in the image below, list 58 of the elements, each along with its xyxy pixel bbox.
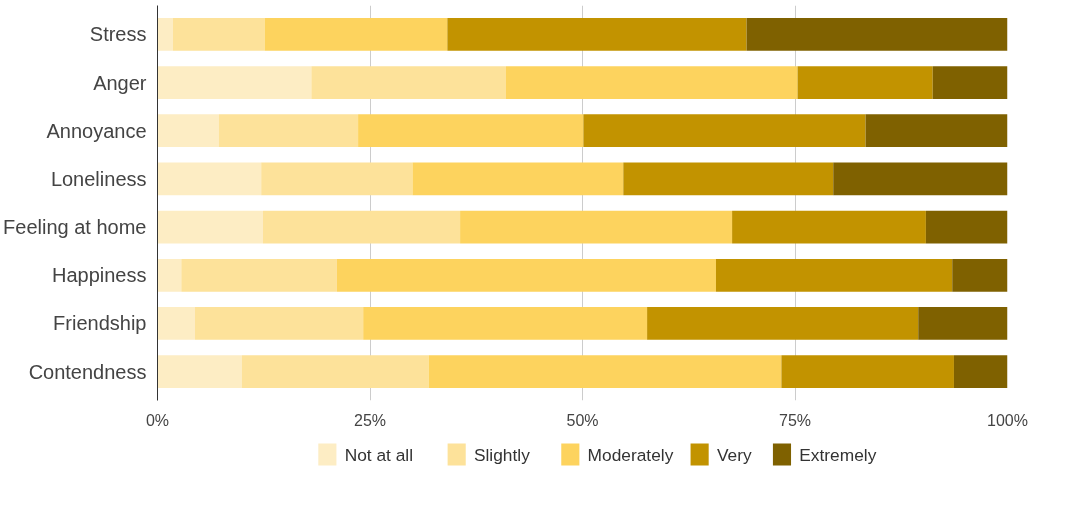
bar — [157, 307, 195, 340]
bar — [336, 258, 716, 292]
bar — [157, 66, 312, 99]
bar — [932, 66, 1008, 99]
bar — [447, 18, 747, 51]
bar — [311, 66, 506, 99]
legend-label: Slightly — [473, 444, 531, 465]
bar — [181, 258, 337, 292]
bar — [412, 162, 624, 196]
y-tick-label: Happiness — [52, 264, 147, 287]
bar — [715, 258, 953, 292]
bar — [157, 114, 219, 148]
bar — [746, 18, 1008, 51]
y-tick-label: Anger — [93, 71, 147, 94]
y-tick-label: Loneliness — [50, 167, 147, 190]
y-tick-label: Contendness — [28, 360, 147, 383]
bar — [157, 355, 242, 388]
y-tick-label: Annoyance — [46, 119, 147, 142]
bar — [506, 66, 798, 99]
bar — [732, 210, 926, 244]
bar — [264, 18, 448, 51]
x-tick-label: 50% — [566, 411, 599, 429]
x-tick-label: 75% — [778, 411, 812, 429]
x-tick-label: 0% — [145, 411, 170, 429]
bar — [918, 307, 1008, 340]
legend-label: Moderately — [587, 444, 674, 465]
bar — [157, 18, 173, 51]
bar — [833, 162, 1008, 196]
bar — [953, 355, 1008, 388]
bar — [262, 210, 461, 244]
bar — [218, 114, 359, 148]
bar — [623, 162, 834, 196]
bar — [647, 307, 919, 340]
y-tick-label: Stress — [89, 23, 147, 46]
legend-label: Extremely — [799, 444, 877, 465]
legend-label: Not at all — [344, 444, 414, 465]
bar — [428, 355, 782, 388]
bar — [460, 210, 733, 244]
bar — [797, 66, 933, 99]
bar — [157, 210, 263, 244]
bar — [157, 258, 182, 292]
bar — [241, 355, 429, 388]
bar — [925, 210, 1008, 244]
y-tick-label: Friendship — [53, 312, 147, 335]
bar — [363, 307, 648, 340]
bar — [952, 258, 1008, 292]
bar — [781, 355, 954, 388]
bar — [865, 114, 1008, 148]
x-tick-label: 25% — [353, 411, 387, 429]
bar — [194, 307, 364, 340]
bar — [583, 114, 866, 148]
x-tick-label: 100% — [987, 411, 1028, 429]
legend-label: Very — [716, 444, 752, 465]
y-tick-label: Feeling at home — [3, 216, 147, 239]
bar — [261, 162, 413, 196]
bar — [172, 18, 265, 51]
bar — [157, 162, 262, 196]
bar — [358, 114, 584, 148]
